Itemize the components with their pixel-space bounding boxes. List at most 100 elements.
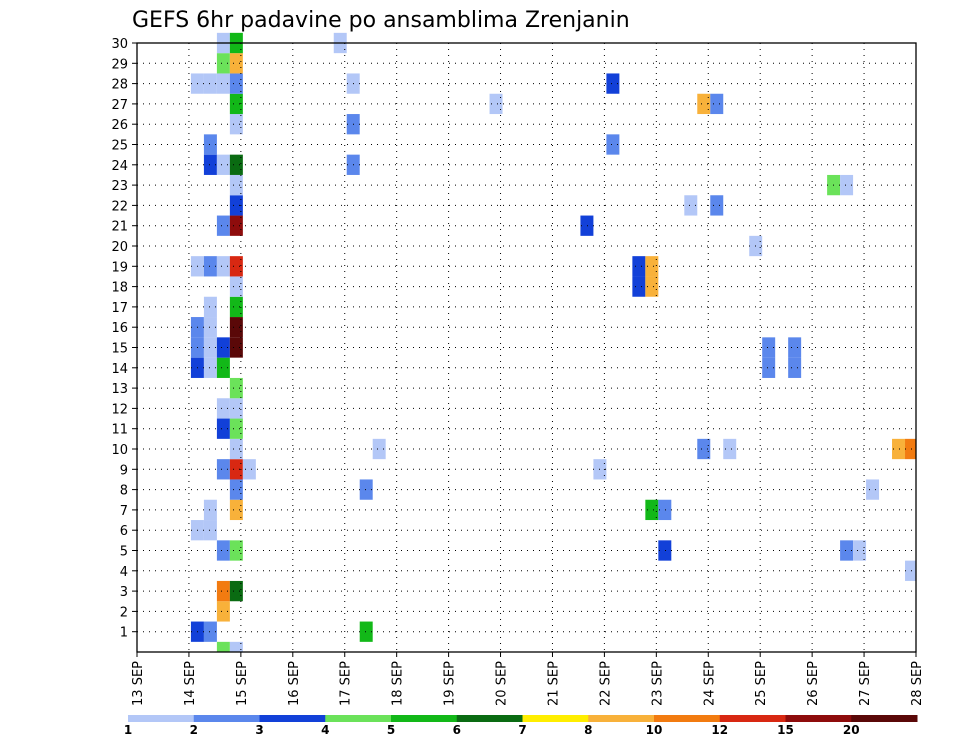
heatmap-cell [684, 195, 698, 216]
heatmap-cell [229, 377, 243, 399]
legend-label: 4 [321, 723, 329, 737]
x-tick-label: 23 SEP [650, 661, 665, 706]
x-tick-label: 28 SEP [910, 661, 925, 706]
y-tick-label: 27 [111, 98, 128, 113]
heatmap-cell [359, 621, 373, 642]
y-tick-label: 9 [120, 463, 128, 478]
legend-swatch [391, 715, 458, 722]
heatmap-cell [697, 438, 711, 460]
heatmap-cell [229, 296, 243, 318]
heatmap-cell [229, 337, 243, 358]
legend-label: 5 [387, 723, 395, 737]
heatmap-cell [229, 195, 243, 216]
heatmap-cell [242, 459, 256, 480]
x-tick-label: 19 SEP [443, 661, 458, 706]
legend-label: 20 [843, 723, 860, 737]
y-tick-label: 22 [111, 199, 128, 214]
legend-label: 2 [190, 723, 198, 737]
heatmap-cell [203, 73, 217, 94]
y-tick-label: 21 [111, 220, 128, 235]
y-tick-label: 12 [111, 402, 128, 417]
heatmap-cell [203, 134, 217, 155]
heatmap-cell [229, 256, 243, 277]
y-tick-label: 18 [111, 281, 128, 296]
heatmap-cell [229, 459, 243, 480]
heatmap-cell [216, 641, 230, 652]
heatmap-cell [658, 499, 672, 521]
x-tick-label: 25 SEP [754, 661, 769, 706]
heatmap-cell [229, 174, 243, 196]
y-tick-label: 16 [111, 321, 128, 336]
y-tick-label: 24 [111, 159, 128, 174]
y-tick-label: 4 [120, 565, 128, 580]
heatmap-cell [710, 93, 724, 115]
legend-label: 3 [255, 723, 263, 737]
legend-swatch [785, 715, 852, 722]
y-axis: 1234567891011121314151617181920212223242… [111, 37, 137, 641]
heatmap-cell [723, 438, 737, 460]
x-tick-label: 26 SEP [806, 661, 821, 706]
heatmap-cell [216, 53, 230, 74]
legend-swatch [719, 715, 786, 722]
heatmap-cell [216, 73, 230, 94]
x-tick-label: 15 SEP [235, 661, 250, 706]
legend-label: 12 [711, 723, 728, 737]
heatmap-cell [905, 438, 916, 460]
heatmap-cell [203, 256, 217, 277]
heatmap-cell [606, 134, 620, 155]
heatmap-cell [658, 540, 672, 561]
y-tick-label: 28 [111, 78, 128, 93]
heatmap-cell [229, 317, 243, 338]
heatmap-cell [216, 154, 230, 175]
heatmap-cell [229, 73, 243, 94]
heatmap-cell [372, 438, 386, 460]
legend-swatch [851, 715, 918, 722]
heatmap-cell [229, 53, 243, 74]
heatmap-cell [645, 499, 659, 521]
y-tick-label: 19 [111, 260, 128, 275]
heatmap-cell [840, 174, 854, 196]
y-tick-label: 1 [120, 626, 128, 641]
heatmap-cell [203, 154, 217, 175]
legend-swatch [654, 715, 721, 722]
heatmap-cell [229, 276, 243, 297]
y-tick-label: 30 [111, 37, 128, 52]
legend-label: 8 [584, 723, 592, 737]
x-tick-label: 21 SEP [546, 661, 561, 706]
heatmap-cell [216, 256, 230, 277]
heatmap-cell [632, 276, 646, 297]
heatmap-cell [580, 215, 594, 236]
heatmap-cell [203, 520, 217, 541]
heatmap-cell [840, 540, 854, 561]
heatmap-cell [489, 93, 503, 115]
heatmap-cell [762, 357, 776, 378]
heatmap-cell [203, 317, 217, 338]
heatmap-cell [229, 154, 243, 175]
legend-label: 10 [646, 723, 663, 737]
heatmap-cell [203, 621, 217, 642]
y-tick-label: 15 [111, 342, 128, 357]
legend-swatch [588, 715, 655, 722]
plot-frame [136, 42, 917, 653]
heatmap-cell [788, 337, 802, 358]
heatmap-cell [892, 438, 906, 460]
legend-label: 7 [518, 723, 526, 737]
legend-swatch [193, 715, 260, 722]
chart-title: GEFS 6hr padavine po ansamblima Zrenjani… [132, 8, 630, 33]
heatmap-cell [229, 93, 243, 115]
legend-swatch [259, 715, 326, 722]
legend-swatch [325, 715, 392, 722]
y-tick-label: 20 [111, 240, 128, 255]
x-tick-label: 17 SEP [339, 661, 354, 706]
legend-swatch [522, 715, 589, 722]
heatmap-cell [710, 195, 724, 216]
y-tick-label: 13 [111, 382, 128, 397]
heatmap-cell [203, 296, 217, 318]
y-tick-label: 6 [120, 524, 128, 539]
heatmap-cell [216, 398, 230, 419]
heatmap-cell [606, 73, 620, 94]
x-tick-label: 27 SEP [858, 661, 873, 706]
heatmap-cells [190, 32, 916, 652]
legend: 1 2 3 4 5 6 7 8 10 12 15 20 [124, 715, 918, 737]
